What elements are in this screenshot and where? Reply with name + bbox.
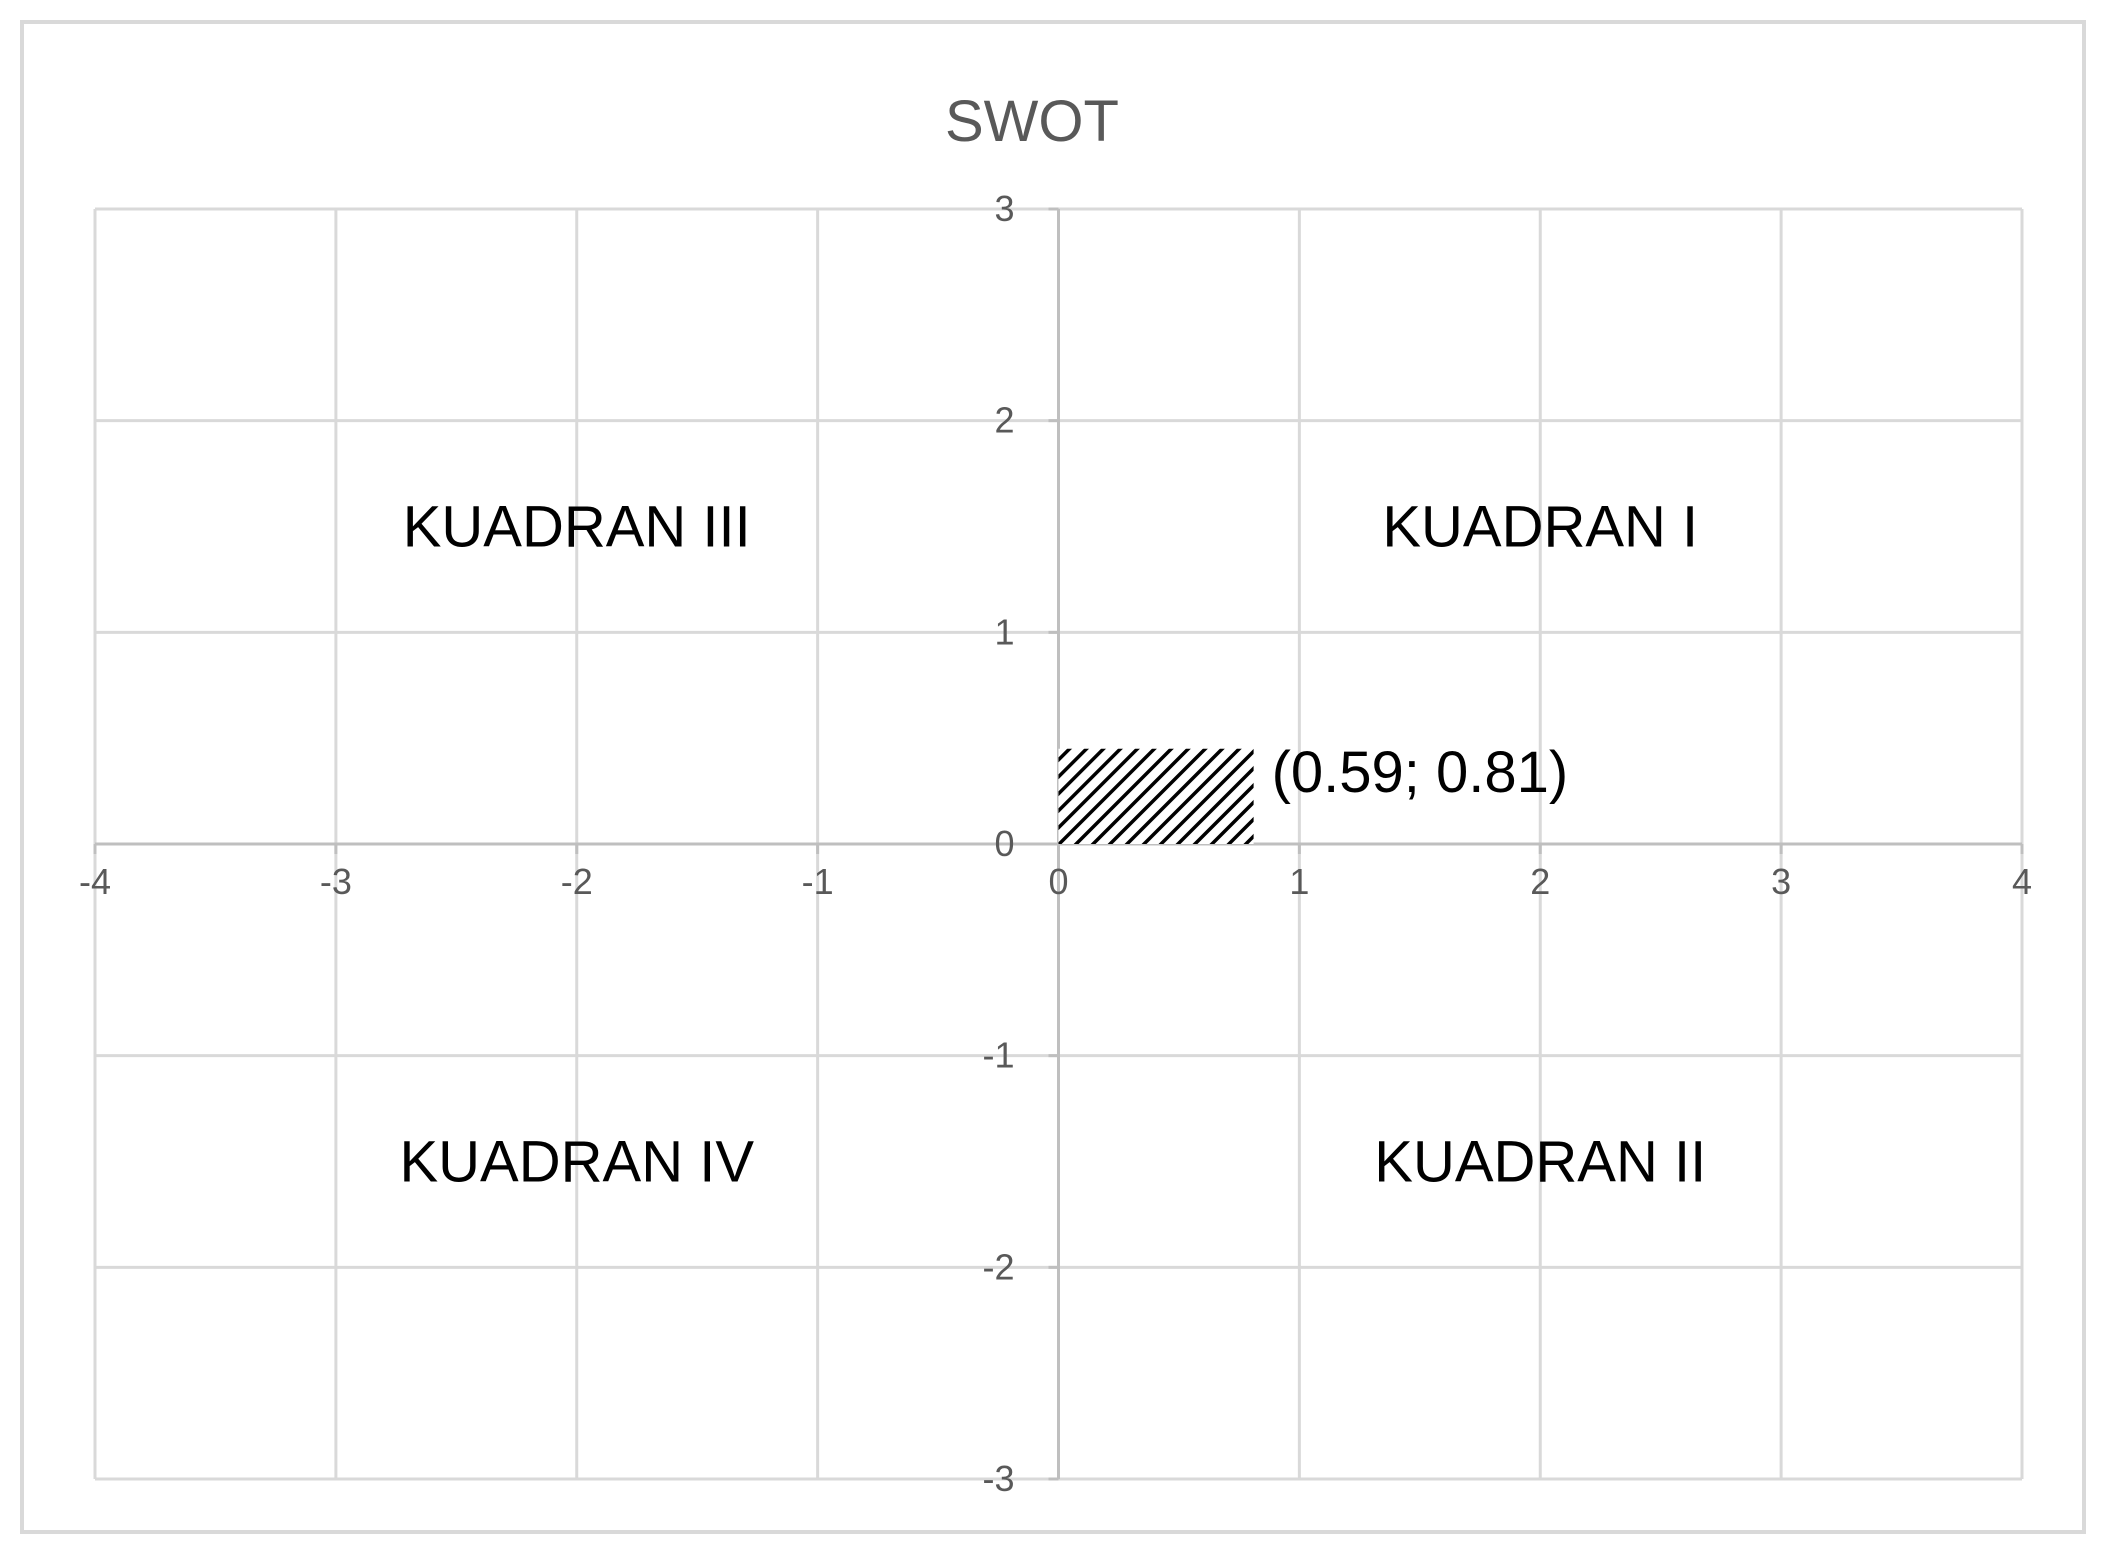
x-tick-label: -2: [561, 861, 593, 902]
highlight-region-layer: [1058, 748, 1254, 844]
y-tick-label: -2: [982, 1246, 1014, 1287]
x-tick-label: -4: [79, 861, 111, 902]
highlight-region: [1058, 748, 1254, 844]
quadrant-label: KUADRAN IV: [399, 1130, 754, 1195]
quadrant-labels: KUADRAN I KUADRAN II KUADRAN III KUADRAN IV: [399, 495, 1706, 1195]
y-tick-label: 3: [994, 188, 1014, 229]
y-tick-label: 0: [994, 823, 1014, 864]
quadrant-label: KUADRAN III: [403, 495, 751, 560]
x-tick-label: 1: [1289, 861, 1309, 902]
y-tick-label: -3: [982, 1458, 1014, 1499]
quadrant-label: KUADRAN II: [1374, 1130, 1706, 1195]
x-tick-label: 2: [1530, 861, 1550, 902]
chart-frame: [20, 20, 2086, 1534]
y-tick-label: 2: [994, 400, 1014, 441]
chart-title: SWOT: [945, 89, 1119, 154]
x-tick-label: 4: [2012, 861, 2032, 902]
tick-labels: -4 -3 -2 -1 0 1 2 3 4 -3 -2 -1 0 1 2 3: [79, 188, 2032, 1499]
x-tick-label: 0: [1048, 861, 1068, 902]
x-tick-label: -1: [802, 861, 834, 902]
quadrant-label: KUADRAN I: [1382, 495, 1698, 560]
y-tick-label: 1: [994, 611, 1014, 652]
y-tick-label: -1: [982, 1035, 1014, 1076]
data-point-label: (0.59; 0.81): [1272, 740, 1569, 805]
x-tick-label: 3: [1771, 861, 1791, 902]
x-tick-label: -3: [320, 861, 352, 902]
